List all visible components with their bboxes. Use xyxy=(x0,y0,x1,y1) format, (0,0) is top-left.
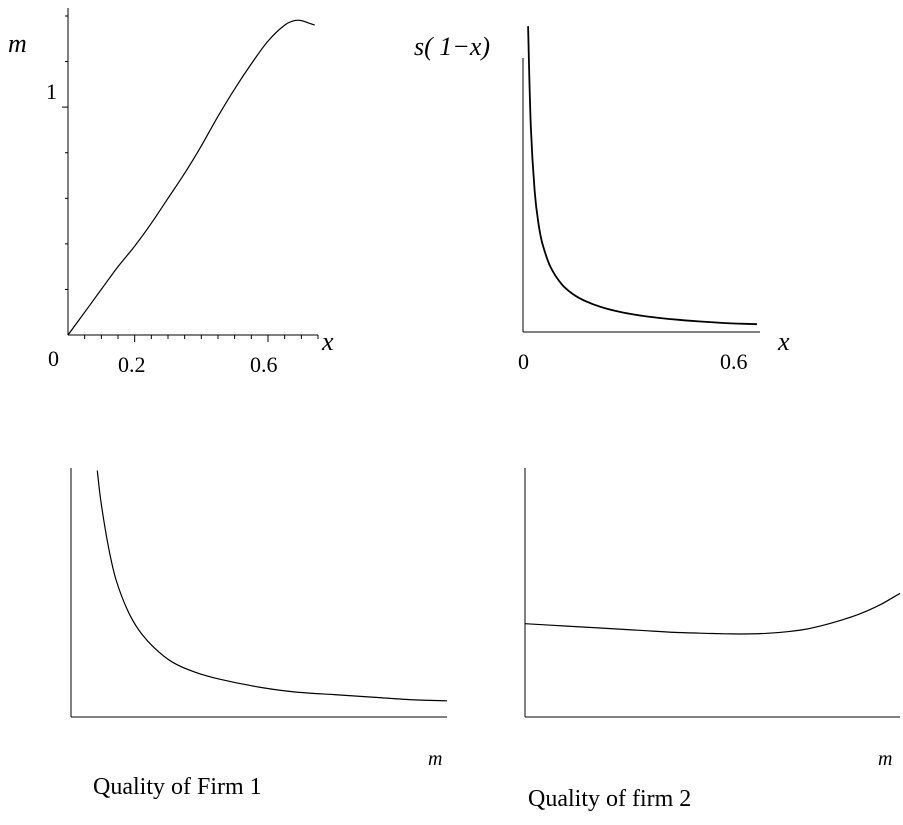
tl-origin-label: 0 xyxy=(48,346,59,371)
tl-x-tick-label-0.2: 0.2 xyxy=(118,352,146,377)
tr-x-axis-label: x xyxy=(777,327,790,356)
bl-curve xyxy=(96,470,448,702)
tr-x-tick-label-0.6: 0.6 xyxy=(720,349,748,374)
tr-y-axis-label: s( 1−x) xyxy=(414,32,490,61)
tl-y-tick-label-1: 1 xyxy=(46,79,57,104)
tl-y-axis-label: m xyxy=(8,29,27,58)
tl-x-axis-label: x xyxy=(321,327,334,356)
tr-x-tick-label-0: 0 xyxy=(518,349,529,374)
chart-top-left: m x 0 1 0.2 0.6 xyxy=(8,8,334,377)
tr-curve xyxy=(527,26,758,326)
tl-curve xyxy=(67,19,315,336)
br-curve xyxy=(524,592,901,635)
bl-x-axis-label: m xyxy=(428,748,442,770)
chart-top-right: s( 1−x) x 0 0.6 xyxy=(414,26,790,374)
tl-ticks xyxy=(62,15,319,342)
br-x-axis-label: m xyxy=(878,748,892,770)
tl-x-tick-label-0.6: 0.6 xyxy=(250,352,278,377)
chart-bottom-right: m xyxy=(524,468,901,770)
chart-bottom-left: m xyxy=(70,468,448,770)
caption-firm-2: Quality of firm 2 xyxy=(528,786,692,812)
caption-firm-1: Quality of Firm 1 xyxy=(93,774,262,800)
